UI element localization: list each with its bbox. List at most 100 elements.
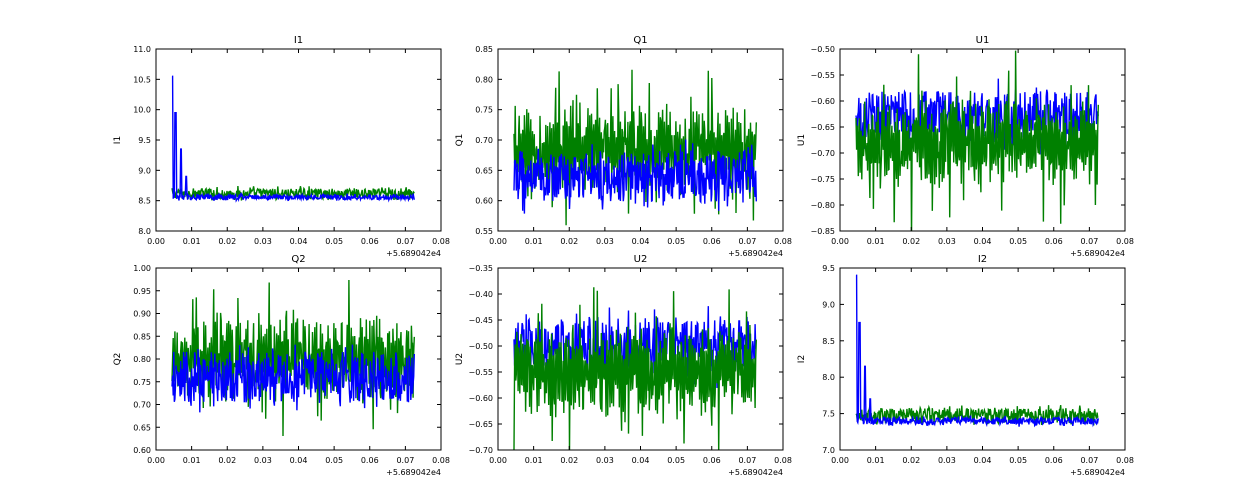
x-tick-label: 0.01 — [867, 237, 885, 246]
x-offset-text: +5.689042e4 — [1070, 249, 1125, 258]
x-tick-label: 0.00 — [831, 456, 849, 465]
x-tick-label: 0.04 — [632, 237, 650, 246]
x-tick-label: 0.05 — [325, 456, 343, 465]
y-tick-label: −0.60 — [810, 97, 835, 106]
x-tick-label: 0.06 — [703, 456, 721, 465]
y-tick-label: −0.65 — [468, 420, 493, 429]
y-tick-label: 11.0 — [133, 45, 151, 54]
y-tick-label: −0.40 — [468, 290, 493, 299]
chart-title: U2 — [634, 254, 648, 265]
x-tick-label: 0.07 — [738, 456, 756, 465]
chart-u1: 0.00 0.01 0.02 0.03 0.04 0.05 0.06 0.07 0.08 −0.8… — [797, 35, 1134, 258]
y-tick-label: −0.85 — [810, 227, 835, 236]
y-tick-label: 10.0 — [133, 106, 151, 115]
x-tick-label: 0.01 — [867, 456, 885, 465]
series-line-2 — [171, 75, 415, 203]
x-offset-text: +5.689042e4 — [728, 468, 783, 477]
x-tick-label: 0.04 — [632, 456, 650, 465]
y-tick-label: 0.80 — [133, 355, 151, 364]
x-tick-label: 0.02 — [560, 456, 578, 465]
series-line-2 — [855, 50, 1099, 231]
y-tick-label: −0.55 — [468, 368, 493, 377]
x-tick-label: 0.04 — [290, 237, 308, 246]
x-tick-label: 0.03 — [938, 456, 956, 465]
x-tick-label: 0.07 — [1080, 456, 1098, 465]
x-tick-label: 0.00 — [147, 237, 165, 246]
x-tick-label: 0.03 — [254, 456, 272, 465]
x-tick-label: 0.08 — [432, 237, 450, 246]
y-tick-label: −0.70 — [468, 446, 493, 455]
chart-i2: 0.00 0.01 0.02 0.03 0.04 0.05 0.06 0.07 0.08 7.0 7… — [797, 254, 1134, 477]
chart-title: I2 — [978, 254, 987, 265]
x-tick-label: 0.00 — [489, 237, 507, 246]
x-tick-label: 0.00 — [147, 456, 165, 465]
plot-frame — [155, 48, 442, 232]
x-tick-label: 0.06 — [361, 237, 379, 246]
y-tick-label: −0.50 — [810, 45, 835, 54]
chart-title: I1 — [294, 35, 303, 46]
x-tick-label: 0.04 — [290, 456, 308, 465]
x-tick-label: 0.08 — [774, 456, 792, 465]
y-tick-label: 0.95 — [133, 287, 151, 296]
y-tick-label: 0.80 — [475, 75, 493, 84]
x-tick-label: 0.04 — [974, 237, 992, 246]
x-tick-label: 0.06 — [1045, 237, 1063, 246]
y-tick-label: 9.0 — [138, 166, 151, 175]
chart-u2: 0.00 0.01 0.02 0.03 0.04 0.05 0.06 0.07 0.08 −0.7… — [455, 254, 792, 477]
chart-i1: 0.00 0.01 0.02 0.03 0.04 0.05 0.06 0.07 0.08 8.0 8… — [113, 35, 450, 258]
y-tick-label: 9.5 — [138, 136, 151, 145]
x-tick-label: 0.07 — [1080, 237, 1098, 246]
x-tick-label: 0.03 — [938, 237, 956, 246]
y-tick-label: 0.70 — [133, 401, 151, 410]
y-tick-label: −0.55 — [810, 71, 835, 80]
y-tick-label: 0.85 — [133, 332, 151, 341]
y-tick-label: −0.70 — [810, 149, 835, 158]
y-axis-label: U2 — [455, 353, 465, 365]
chart-title: Q2 — [291, 254, 305, 265]
x-tick-label: 0.08 — [1116, 456, 1134, 465]
y-tick-label: 0.75 — [475, 106, 493, 115]
x-tick-label: 0.01 — [183, 237, 201, 246]
y-tick-label: −0.60 — [468, 394, 493, 403]
x-offset-text: +5.689042e4 — [386, 249, 441, 258]
y-axis-label: I1 — [113, 136, 123, 144]
y-tick-label: 8.0 — [822, 373, 835, 382]
y-tick-label: 0.70 — [475, 136, 493, 145]
series-line-1 — [171, 185, 415, 202]
y-tick-label: 0.55 — [475, 227, 493, 236]
y-tick-label: 0.60 — [475, 197, 493, 206]
series-line-1 — [855, 404, 1099, 426]
y-tick-label: 0.85 — [475, 45, 493, 54]
x-tick-label: 0.01 — [525, 456, 543, 465]
x-tick-label: 0.07 — [738, 237, 756, 246]
x-tick-label: 0.05 — [1009, 456, 1027, 465]
x-tick-label: 0.02 — [218, 237, 236, 246]
y-tick-label: 8.5 — [822, 337, 835, 346]
y-tick-label: 1.00 — [133, 264, 151, 273]
x-tick-label: 0.02 — [560, 237, 578, 246]
y-tick-label: 7.0 — [822, 446, 835, 455]
x-tick-label: 0.03 — [596, 456, 614, 465]
x-tick-label: 0.07 — [396, 456, 414, 465]
y-tick-label: −0.65 — [810, 123, 835, 132]
y-axis-label: U1 — [797, 134, 807, 146]
x-tick-label: 0.04 — [974, 456, 992, 465]
x-tick-label: 0.02 — [902, 237, 920, 246]
y-tick-label: 9.0 — [822, 300, 835, 309]
series-line-2 — [513, 287, 757, 450]
chart-title: U1 — [976, 35, 990, 46]
chart-title: Q1 — [633, 35, 647, 46]
y-tick-label: 10.5 — [133, 75, 151, 84]
x-tick-label: 0.03 — [254, 237, 272, 246]
x-tick-label: 0.05 — [667, 237, 685, 246]
x-tick-label: 0.05 — [325, 237, 343, 246]
y-tick-label: −0.80 — [810, 201, 835, 210]
x-tick-label: 0.06 — [703, 237, 721, 246]
x-offset-text: +5.689042e4 — [386, 468, 441, 477]
x-offset-text: +5.689042e4 — [1070, 468, 1125, 477]
y-tick-label: 0.65 — [133, 423, 151, 432]
x-offset-text: +5.689042e4 — [728, 249, 783, 258]
x-tick-label: 0.07 — [396, 237, 414, 246]
y-axis-label: I2 — [797, 355, 807, 363]
